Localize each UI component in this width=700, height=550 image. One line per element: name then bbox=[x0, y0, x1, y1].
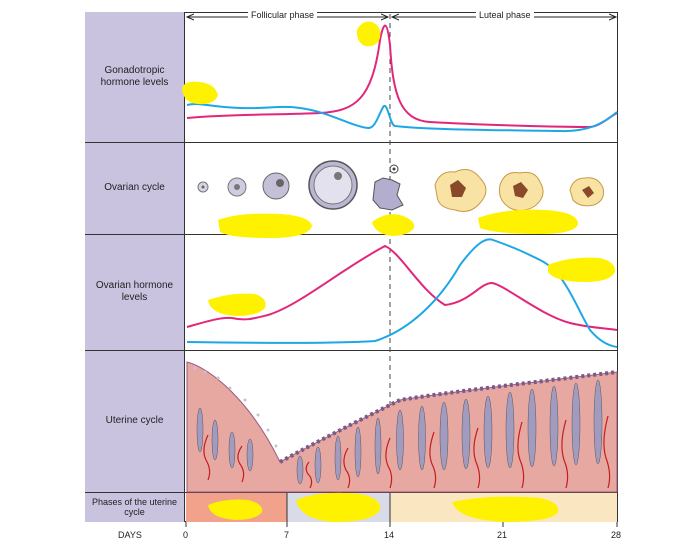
gonadotropic-label: Gonadotropic hormone levels bbox=[100, 65, 169, 88]
follicle-stages bbox=[197, 160, 605, 212]
luteal-phase-label: Luteal phase bbox=[476, 10, 534, 20]
gonadotropic-blue-curve bbox=[186, 103, 618, 133]
ovarian-blue-curve bbox=[186, 238, 618, 348]
tick-label: 0 bbox=[183, 530, 189, 540]
uterine-cycle-label: Uterine cycle bbox=[105, 415, 164, 426]
tick-label: 7 bbox=[284, 530, 290, 540]
ovarian-hormone-label: Ovarian hormone levels bbox=[95, 280, 174, 303]
tick-label: 14 bbox=[384, 530, 395, 540]
row-divider bbox=[85, 234, 618, 235]
axis-ticks bbox=[185, 522, 618, 527]
row-label-ovarian-hormone: Ovarian hormone levels bbox=[85, 234, 185, 350]
gonadotropic-pink-curve bbox=[186, 24, 618, 129]
uterine-lining bbox=[186, 361, 618, 493]
tick-label: 21 bbox=[497, 530, 508, 540]
row-divider bbox=[85, 350, 618, 351]
follicular-phase-label: Follicular phase bbox=[248, 10, 318, 20]
row-label-ovarian-cycle: Ovarian cycle bbox=[85, 142, 185, 234]
days-axis-label: DAYS bbox=[118, 530, 142, 540]
ovarian-pink-curve bbox=[186, 244, 618, 331]
row-label-uterine-cycle: Uterine cycle bbox=[85, 350, 185, 492]
uterine-phases-label: Phases of the uterine cycle bbox=[91, 497, 178, 517]
row-divider bbox=[85, 142, 618, 143]
row-label-gonadotropic: Gonadotropic hormone levels bbox=[85, 12, 185, 142]
tick-label: 28 bbox=[611, 530, 622, 540]
ovarian-cycle-label: Ovarian cycle bbox=[104, 182, 165, 193]
row-label-uterine-phases: Phases of the uterine cycle bbox=[85, 492, 185, 522]
highlighter-marks bbox=[182, 21, 616, 522]
